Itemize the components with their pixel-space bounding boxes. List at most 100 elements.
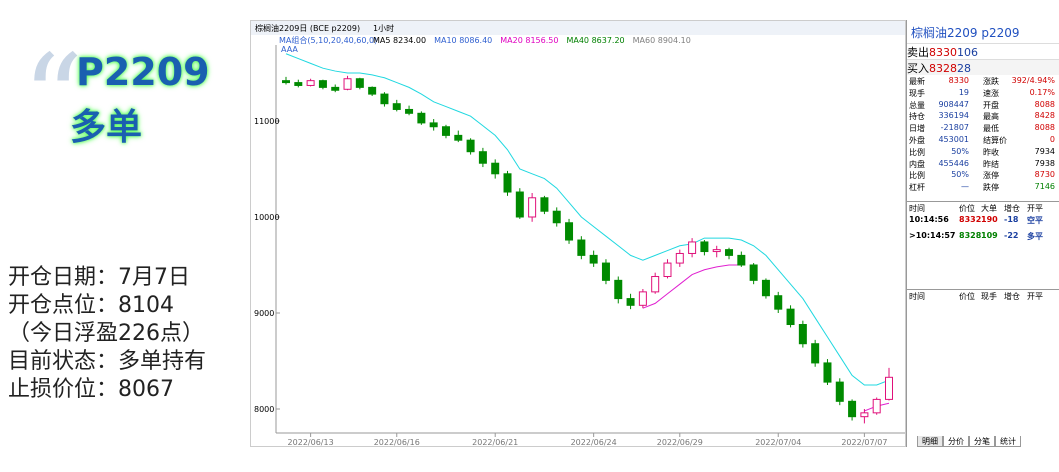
table-row: [909, 329, 1057, 340]
candle-body: [885, 376, 893, 400]
stat-row: 比例 50% 涨停 8730: [909, 170, 1057, 181]
candle-body: [552, 210, 561, 224]
y-tick-label: 9000: [254, 309, 274, 318]
y-tick-label: 10000: [254, 213, 279, 222]
table-rule: [907, 201, 1059, 202]
cell: 109: [981, 231, 998, 240]
headline: P2209: [76, 50, 210, 94]
table-row: [909, 316, 1057, 327]
indicator-line: [285, 53, 890, 386]
tab[interactable]: 分笔: [969, 436, 995, 447]
stat-value: 8330: [948, 76, 969, 85]
column-head: 价位: [959, 292, 975, 301]
candle-body: [515, 191, 524, 218]
note-line: 止损价位：8067: [8, 377, 174, 402]
candle-body: [737, 254, 746, 266]
stat-label: 开盘: [983, 100, 999, 110]
stat-row: 日增 -21807 最低 8088: [909, 123, 1057, 134]
ma-group[interactable]: MA组合(5,10,20,40,60,0): [279, 35, 377, 45]
candle-body: [712, 249, 721, 253]
volume: 106: [957, 46, 978, 59]
candle-body: [454, 134, 463, 141]
candle-body: [306, 80, 315, 86]
candle-body: [355, 78, 364, 88]
candle-body: [725, 249, 734, 256]
stat-label: 最高: [983, 112, 999, 122]
column-head: 大单: [981, 204, 997, 213]
quote-title: 棕榈油2209 p2209: [911, 26, 1020, 40]
stat-label: 昨结: [983, 159, 999, 169]
column-head: 增仓: [1004, 292, 1020, 301]
stat-label: 结算价: [983, 136, 1007, 145]
candle-body: [823, 362, 832, 383]
indicator[interactable]: AAA: [281, 45, 298, 54]
cell: 8332: [959, 215, 982, 224]
stat-label: 比例: [909, 147, 925, 157]
quote-panel: 棕榈油2209 p2209 卖出8330106 买入832828 最新 8330 涨跌 39…: [906, 20, 1059, 447]
candle-body: [331, 86, 340, 91]
table-row: >10:14:57 8328 109 -22 多平: [909, 231, 1057, 242]
stat-row: 持仓 336194 最高 8428: [909, 111, 1057, 122]
ma-label: MA10 8086.40: [434, 36, 492, 45]
candle-body: [663, 262, 672, 278]
stat-label: 日增: [909, 124, 925, 134]
ma-label: MA40 8637.20: [566, 36, 624, 45]
stat-value: —: [961, 182, 969, 192]
column-head: 现手: [981, 292, 997, 301]
candle-body: [441, 126, 450, 136]
cell: 8328: [959, 231, 982, 240]
x-tick-label: 2022/06/21: [472, 438, 518, 446]
stat-label: 杠杆: [909, 183, 925, 193]
candle-body: [675, 252, 684, 264]
column-head: 开平: [1027, 292, 1043, 301]
subhead: 多单: [70, 107, 143, 148]
note-line: （今日浮盈226点）: [8, 321, 204, 346]
candle-body: [392, 103, 401, 110]
candle-body: [368, 86, 377, 95]
x-tick-label: 2022/06/13: [288, 438, 334, 446]
toolbar-bg: [251, 21, 905, 35]
stat-label: 比例: [909, 171, 925, 181]
quote-sell: 卖出8330106: [907, 43, 1059, 59]
column-head: 时间: [909, 292, 925, 301]
stat-value: 19: [958, 87, 969, 97]
candle-body: [417, 112, 426, 124]
candle-body: [798, 324, 807, 345]
stat-label: 昨收: [983, 147, 999, 157]
candle-body: [860, 412, 869, 418]
price: 8328: [929, 62, 957, 75]
candle-body: [565, 222, 574, 241]
quote-buy: 买入832828: [907, 59, 1059, 75]
table-rule: [907, 289, 1059, 290]
tab[interactable]: 分价: [943, 436, 969, 447]
stat-value: 908447: [938, 99, 969, 109]
candle-body: [774, 295, 783, 310]
note-line: 开仓日期：7月7日: [8, 265, 190, 290]
candle-body: [318, 80, 327, 88]
table-row: [909, 369, 1057, 380]
stat-row: 比例 50% 昨收 7934: [909, 147, 1057, 158]
note-line: 开仓点位：8104: [8, 293, 174, 318]
candle-body: [761, 279, 770, 297]
stat-value: 336194: [938, 111, 969, 121]
table-row: [909, 303, 1057, 314]
candle-body: [848, 400, 857, 418]
stat-label: 最低: [983, 124, 999, 134]
stat-label: 最新: [909, 77, 925, 86]
table-row: [909, 395, 1057, 406]
candle-body: [626, 298, 635, 306]
tab[interactable]: 统计: [995, 436, 1021, 447]
stat-label: 跌停: [983, 183, 999, 193]
quote-mark: “: [22, 30, 84, 169]
stat-value: 7934: [1034, 146, 1055, 156]
candle-body: [835, 381, 844, 402]
candle-body: [614, 279, 623, 300]
table-row: [909, 382, 1057, 393]
stat-label: 现手: [909, 88, 925, 98]
candle-body: [601, 262, 610, 281]
stat-value: 50%: [951, 170, 969, 180]
candle-body: [700, 241, 709, 253]
tab[interactable]: 明细: [917, 436, 943, 447]
table-row: [909, 409, 1057, 420]
x-tick-label: 2022/06/16: [374, 438, 420, 446]
